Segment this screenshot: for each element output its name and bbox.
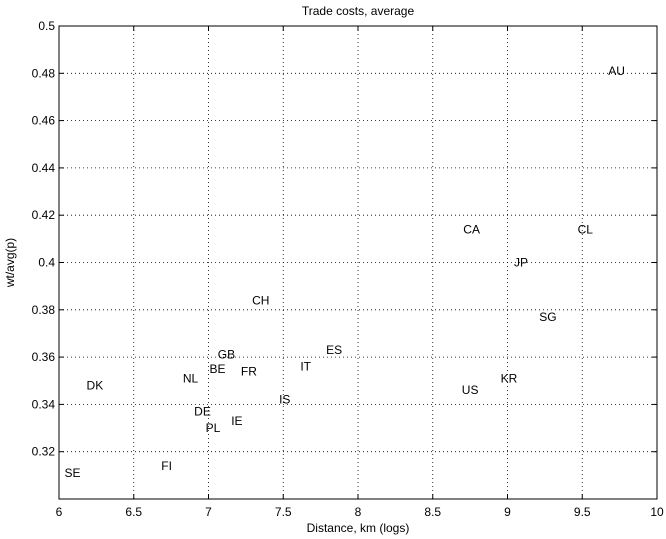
y-tick-label: 0.38	[32, 303, 56, 317]
y-tick-label: 0.34	[32, 397, 56, 411]
point-label-nl: NL	[183, 371, 199, 385]
point-label-pl: PL	[206, 421, 221, 435]
point-label-ch: CH	[252, 293, 269, 307]
grid-layer	[59, 26, 657, 499]
point-label-kr: KR	[501, 371, 518, 385]
point-label-is: IS	[279, 393, 290, 407]
x-tick-label: 9	[504, 505, 511, 519]
y-tick-label: 0.4	[38, 256, 55, 270]
point-label-ca: CA	[463, 222, 480, 236]
y-tick-label: 0.46	[32, 114, 56, 128]
point-label-sg: SG	[539, 310, 556, 324]
point-label-gb: GB	[218, 348, 235, 362]
point-label-cl: CL	[578, 222, 594, 236]
point-label-jp: JP	[514, 256, 528, 270]
x-axis-label: Distance, km (logs)	[307, 521, 410, 535]
y-tick-label: 0.36	[32, 350, 56, 364]
y-tick-label: 0.44	[32, 161, 56, 175]
point-label-es: ES	[326, 343, 342, 357]
point-label-ie: IE	[231, 414, 242, 428]
x-tick-label: 10	[650, 505, 664, 519]
point-label-au: AU	[608, 64, 625, 78]
point-label-us: US	[462, 383, 479, 397]
point-label-se: SE	[64, 466, 80, 480]
x-tick-label: 8	[355, 505, 362, 519]
y-axis-label: wt/avg(p)	[3, 238, 17, 288]
x-tick-label: 6	[56, 505, 63, 519]
point-label-be: BE	[209, 362, 225, 376]
x-tick-label: 9.5	[574, 505, 591, 519]
point-label-layer: AU CA CL JP SG CH ES GB IT BE FR NL DK KR US IS DE IE PL FI…	[64, 64, 625, 480]
y-tick-label: 0.32	[32, 445, 56, 459]
y-tick-label: 0.5	[38, 19, 55, 33]
chart-title: Trade costs, average	[302, 4, 415, 18]
point-label-it: IT	[300, 360, 311, 374]
point-label-fi: FI	[161, 459, 172, 473]
x-tick-label: 8.5	[424, 505, 441, 519]
y-tick-label: 0.48	[32, 66, 56, 80]
x-tick-label: 7	[205, 505, 212, 519]
point-label-dk: DK	[87, 378, 104, 392]
x-tick-label: 6.5	[125, 505, 142, 519]
point-label-de: DE	[194, 404, 211, 418]
x-tick-label: 7.5	[275, 505, 292, 519]
tick-layer: 6 6.5 7 7.5 8 8.5 9 9.5 10 0.32 0.34 0.36 0.38 0.4 0.4…	[32, 19, 664, 519]
y-tick-label: 0.42	[32, 208, 56, 222]
point-label-fr: FR	[241, 364, 257, 378]
